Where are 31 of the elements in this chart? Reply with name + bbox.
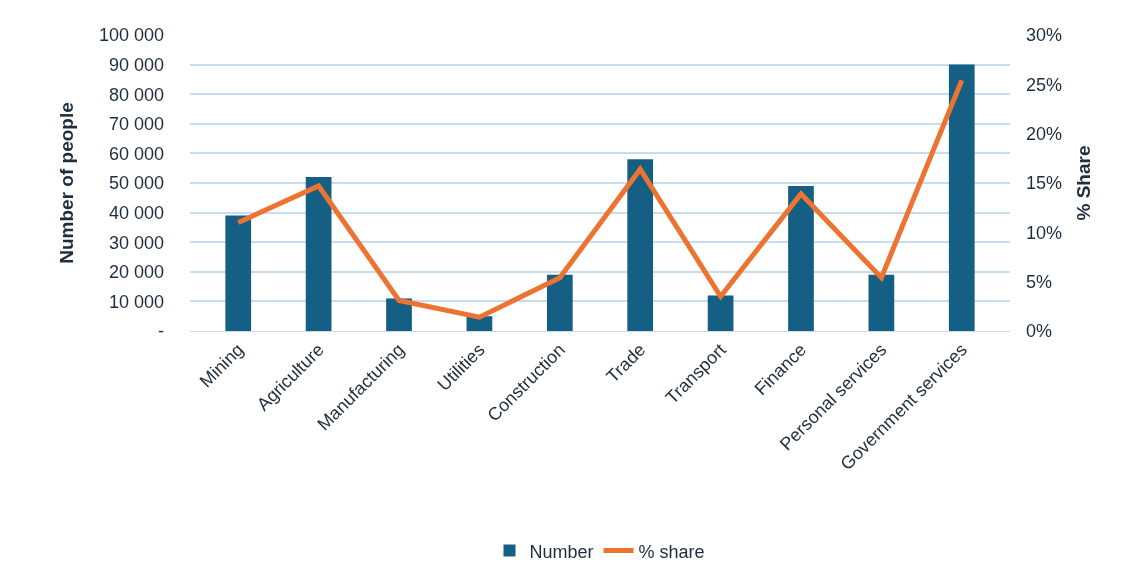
y-tick-label: 70 000: [108, 114, 164, 135]
y-tick-label: 40 000: [108, 202, 164, 223]
y2-axis-title: % Share: [1072, 145, 1094, 221]
y-tick-label: 30 000: [108, 232, 164, 253]
y2-tick-label: 25%: [1026, 74, 1063, 95]
y2-tick-label: 15%: [1026, 173, 1063, 194]
y-axis-title: Number of people: [55, 102, 77, 264]
bar: [788, 185, 814, 331]
bar: [386, 298, 412, 331]
y-tick-label: 10 000: [108, 291, 164, 312]
y-tick-label: 20 000: [108, 262, 164, 283]
y2-tick-label: 20%: [1026, 123, 1063, 144]
y-tick-label: -: [158, 321, 164, 342]
bar: [627, 159, 654, 331]
y-tick-label: 80 000: [108, 84, 164, 105]
legend-label: Number: [529, 541, 594, 562]
y2-tick-label: 30%: [1026, 25, 1063, 46]
y-tick-label: 50 000: [108, 173, 164, 194]
bar: [546, 274, 573, 331]
y2-tick-label: 5%: [1026, 271, 1053, 292]
legend-label: % share: [638, 541, 705, 562]
y2-tick-label: 10%: [1026, 222, 1063, 243]
bar: [305, 177, 332, 331]
bar: [707, 295, 734, 331]
y-tick-label: 90 000: [108, 54, 164, 75]
y2-tick-label: 0%: [1026, 321, 1053, 342]
y-tick-label: 60 000: [108, 143, 164, 164]
bar: [225, 215, 252, 331]
bar: [868, 274, 895, 331]
bar: [948, 64, 975, 331]
y-tick-label: 100 000: [98, 25, 164, 46]
